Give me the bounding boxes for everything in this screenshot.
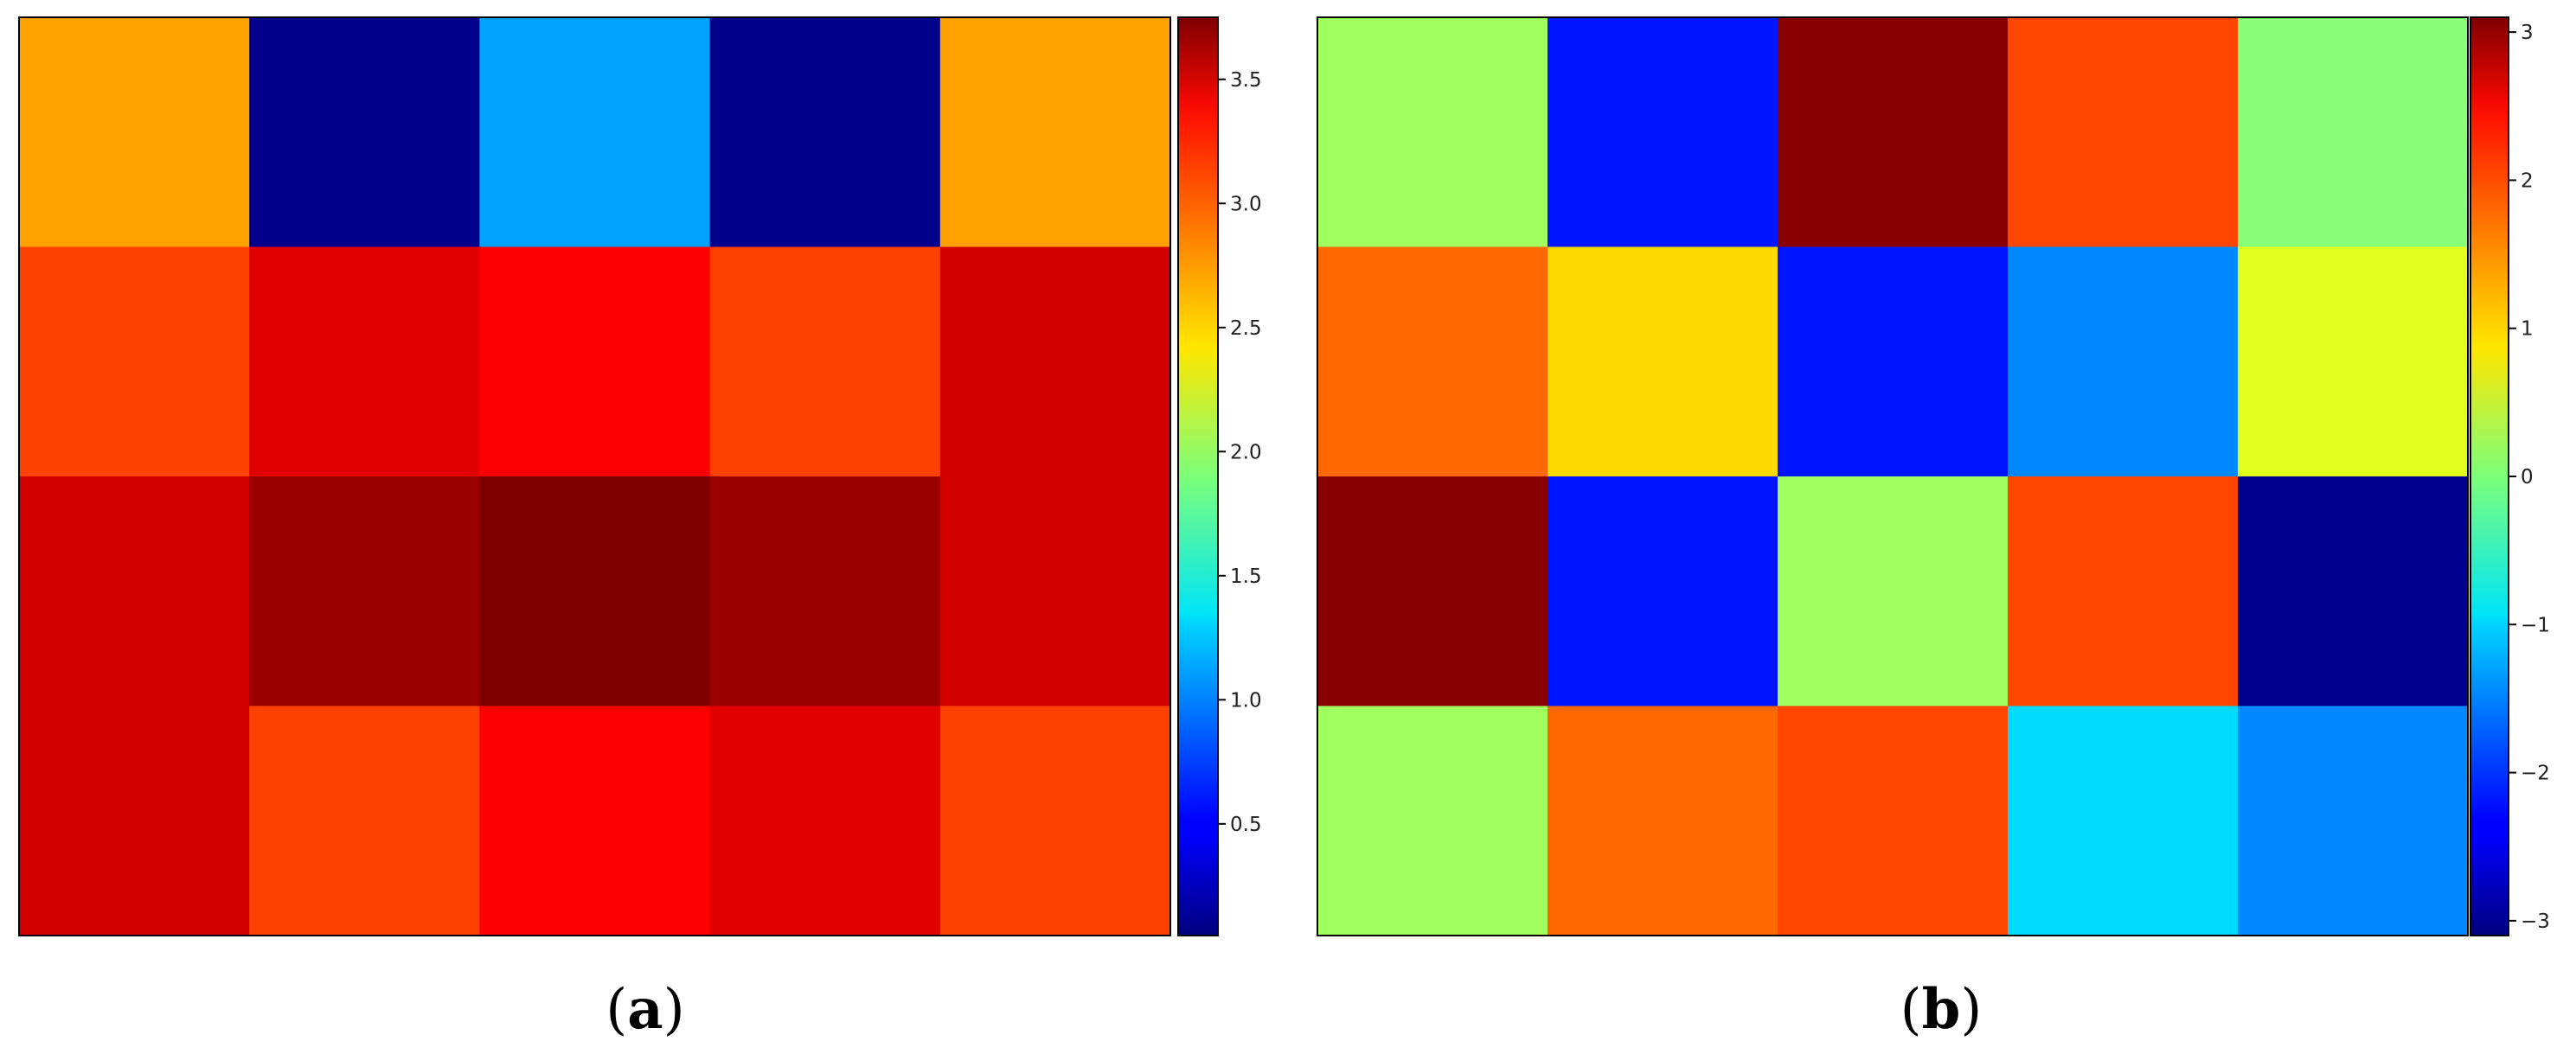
heatmap-b-cell-r2-c2 [1778, 476, 2009, 707]
heatmap-a-cell-r0-c0 [19, 17, 250, 248]
colorbar-a [1177, 16, 1219, 936]
heatmap-b-cell-r1-c0 [1317, 246, 1548, 477]
heatmap-a-frame [18, 16, 1171, 936]
heatmap-a-cell-r3-c4 [939, 706, 1171, 936]
heatmap-a-cell-r3-c2 [479, 706, 711, 936]
heatmap-a-cell-r2-c3 [709, 476, 941, 707]
heatmap-a-cell-r0-c4 [939, 17, 1171, 248]
heatmap-b-cell-r0-c2 [1778, 17, 2009, 248]
colorbar-b-tick-label: −2 [2521, 763, 2550, 785]
colorbar-a-tick-label: 1.5 [1230, 565, 1262, 588]
heatmap-a-cell-r1-c1 [249, 246, 480, 477]
heatmap-b-cell-r3-c2 [1778, 706, 2009, 936]
panel-a: 0.5 1.0 1.5 2.0 2.5 3.0 3.5 (a) [18, 16, 1262, 1042]
heatmap-b-cell-r2-c0 [1317, 476, 1548, 707]
heatmap-b-cell-r1-c2 [1778, 246, 2009, 477]
heatmap-a-cell-r1-c0 [19, 246, 250, 477]
heatmap-a [19, 17, 1171, 936]
heatmap-b [1317, 17, 2469, 936]
heatmap-a-cell-r1-c4 [939, 246, 1171, 477]
colorbar-b-tick-label: −1 [2521, 614, 2550, 636]
heatmap-b-cell-r0-c3 [2008, 17, 2239, 248]
colorbar-a-tick-label: 1.0 [1230, 689, 1262, 712]
heatmap-a-cell-r2-c0 [19, 476, 250, 707]
heatmap-a-cell-r2-c4 [939, 476, 1171, 707]
colorbar-a-ticks: 0.5 1.0 1.5 2.0 2.5 3.0 3.5 [1218, 69, 1262, 836]
colorbar-a-tick-label: 2.5 [1230, 317, 1262, 340]
colorbar-a-tick-label: 3.5 [1230, 69, 1262, 92]
heatmap-a-cell-r2-c2 [479, 476, 711, 707]
colorbar-b-tick-label: −3 [2521, 910, 2550, 933]
heatmap-b-cell-r3-c4 [2238, 706, 2469, 936]
panel-b: −3 −2 −1 0 1 2 3 (b) [1317, 16, 2550, 1042]
heatmap-a-cell-r3-c0 [19, 706, 250, 936]
heatmap-a-cell-r3-c1 [249, 706, 480, 936]
colorbar-b-tick-label: 2 [2521, 169, 2534, 192]
colorbar-b-tick-label: 3 [2521, 22, 2534, 44]
colorbar-b [2470, 16, 2509, 936]
heatmap-b-cell-r2-c1 [1548, 476, 1778, 707]
heatmap-b-cell-r1-c1 [1548, 246, 1778, 477]
caption-a: (a) [606, 977, 684, 1042]
heatmap-b-cell-r3-c1 [1548, 706, 1778, 936]
heatmap-b-cell-r0-c0 [1317, 17, 1548, 248]
heatmap-a-cell-r0-c2 [479, 17, 711, 248]
heatmap-a-cell-r2-c1 [249, 476, 480, 707]
heatmap-a-cell-r0-c1 [249, 17, 480, 248]
colorbar-a-tick-label: 0.5 [1230, 814, 1262, 836]
heatmap-b-cell-r3-c0 [1317, 706, 1548, 936]
colorbar-b-tick-label: 0 [2521, 466, 2534, 489]
heatmap-a-cell-r1-c2 [479, 246, 711, 477]
heatmap-a-cell-r0-c3 [709, 17, 941, 248]
heatmap-b-cell-r2-c4 [2238, 476, 2469, 707]
heatmap-a-cell-r3-c3 [709, 706, 941, 936]
heatmap-b-cell-r0-c1 [1548, 17, 1778, 248]
colorbar-a-tick-label: 3.0 [1230, 193, 1262, 215]
heatmap-b-cell-r1-c3 [2008, 246, 2239, 477]
heatmap-a-cell-r1-c3 [709, 246, 941, 477]
heatmap-b-cell-r3-c3 [2008, 706, 2239, 936]
colorbar-a-tick-label: 2.0 [1230, 441, 1262, 463]
caption-b: (b) [1900, 977, 1983, 1042]
heatmap-b-cell-r2-c3 [2008, 476, 2239, 707]
heatmap-b-frame [1317, 16, 2469, 936]
heatmap-b-cell-r0-c4 [2238, 17, 2469, 248]
colorbar-b-ticks: −3 −2 −1 0 1 2 3 [2509, 22, 2550, 933]
colorbar-b-tick-label: 1 [2521, 318, 2534, 341]
heatmap-b-cell-r1-c4 [2238, 246, 2469, 477]
